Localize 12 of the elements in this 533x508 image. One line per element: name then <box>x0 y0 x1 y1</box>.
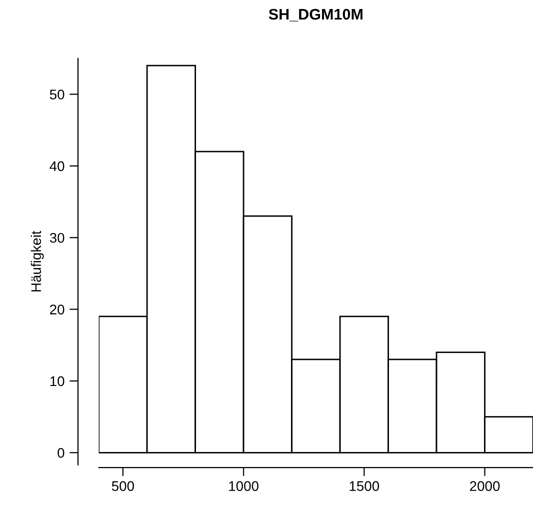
y-tick-label: 40 <box>50 161 64 172</box>
y-axis-title: Häufigkeit <box>30 230 44 292</box>
y-tick-label: 10 <box>50 376 64 386</box>
y-tick-label: 0 <box>58 448 64 458</box>
x-tick-label: 2000 <box>470 481 500 491</box>
x-tick-label: 1500 <box>350 481 380 491</box>
x-tick-label: 1000 <box>229 481 258 491</box>
x-tick-label: 500 <box>112 481 134 491</box>
y-tick-label: 30 <box>50 232 64 243</box>
y-tick-label: 50 <box>50 90 64 100</box>
chart-title: SH_DGM10M <box>268 8 362 22</box>
y-tick-label: 20 <box>50 304 64 314</box>
